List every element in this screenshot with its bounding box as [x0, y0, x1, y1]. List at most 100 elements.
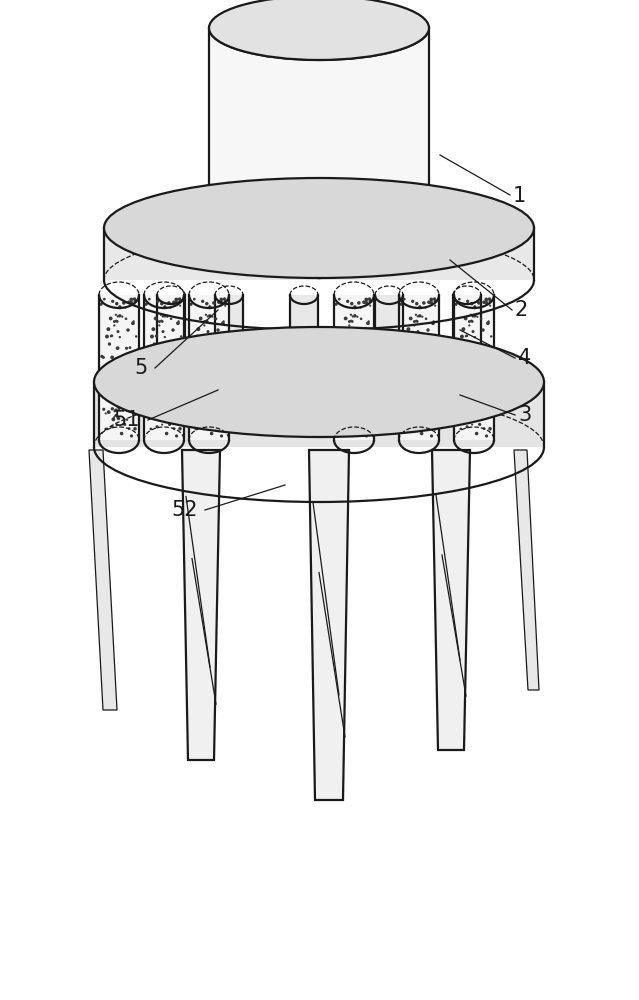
- Point: [196, 328, 206, 344]
- Point: [202, 296, 212, 312]
- Point: [334, 291, 344, 307]
- Point: [216, 295, 226, 311]
- Point: [111, 313, 121, 329]
- Point: [153, 411, 164, 427]
- Point: [463, 411, 473, 427]
- Point: [348, 410, 358, 426]
- Point: [146, 375, 156, 391]
- Point: [118, 354, 128, 370]
- Point: [481, 291, 491, 307]
- Point: [467, 396, 477, 412]
- Point: [341, 310, 351, 326]
- Point: [462, 419, 472, 435]
- Point: [486, 372, 496, 388]
- Point: [115, 329, 125, 345]
- Point: [357, 412, 367, 428]
- Text: 52: 52: [171, 500, 198, 520]
- Point: [403, 382, 413, 398]
- Point: [364, 313, 374, 329]
- Point: [157, 351, 167, 367]
- Point: [420, 416, 430, 432]
- Point: [411, 408, 421, 424]
- Point: [477, 397, 488, 413]
- Point: [154, 317, 164, 333]
- Point: [162, 426, 172, 442]
- Ellipse shape: [459, 224, 489, 242]
- Point: [412, 313, 422, 329]
- Point: [169, 294, 179, 310]
- Point: [422, 412, 432, 428]
- Point: [428, 315, 438, 331]
- Point: [194, 336, 204, 352]
- Ellipse shape: [159, 209, 189, 227]
- Point: [109, 317, 119, 333]
- Point: [347, 314, 357, 330]
- Point: [211, 311, 221, 327]
- Point: [107, 349, 117, 365]
- Ellipse shape: [209, 0, 429, 60]
- Point: [199, 412, 209, 428]
- Point: [404, 404, 414, 420]
- Point: [98, 387, 108, 403]
- Point: [358, 294, 369, 310]
- Point: [359, 348, 369, 364]
- Point: [206, 426, 217, 442]
- Point: [160, 374, 171, 390]
- Point: [459, 365, 470, 381]
- Point: [332, 348, 342, 364]
- Point: [160, 300, 170, 316]
- Point: [355, 363, 366, 379]
- Point: [429, 391, 439, 407]
- Point: [355, 382, 366, 398]
- Point: [167, 412, 177, 428]
- Point: [214, 421, 224, 437]
- Point: [107, 293, 118, 309]
- Point: [213, 322, 223, 338]
- Point: [123, 397, 133, 413]
- Point: [421, 311, 431, 327]
- Point: [219, 291, 229, 307]
- Point: [112, 354, 123, 370]
- Point: [204, 308, 215, 324]
- Point: [191, 375, 201, 391]
- Point: [349, 401, 359, 417]
- Point: [210, 416, 220, 432]
- Point: [343, 401, 353, 417]
- Point: [401, 421, 411, 437]
- Point: [212, 390, 222, 406]
- Point: [151, 310, 161, 326]
- Point: [339, 336, 350, 352]
- Point: [160, 308, 170, 324]
- Point: [119, 416, 130, 432]
- Point: [166, 311, 176, 327]
- Point: [472, 309, 482, 325]
- Point: [106, 328, 116, 344]
- Point: [346, 313, 357, 329]
- Point: [203, 308, 213, 324]
- Polygon shape: [399, 295, 439, 440]
- Point: [335, 421, 346, 437]
- Point: [343, 411, 353, 427]
- Point: [338, 321, 348, 337]
- Point: [210, 300, 220, 316]
- Point: [190, 405, 201, 421]
- Point: [124, 294, 134, 310]
- Polygon shape: [215, 295, 243, 395]
- Point: [174, 313, 184, 329]
- Point: [169, 421, 179, 437]
- Point: [465, 403, 475, 419]
- Point: [165, 416, 175, 432]
- Point: [128, 391, 139, 407]
- Point: [431, 372, 441, 388]
- Point: [99, 291, 109, 307]
- Point: [470, 300, 480, 316]
- Point: [415, 308, 425, 324]
- Point: [479, 383, 489, 399]
- Point: [401, 405, 411, 421]
- Point: [144, 291, 155, 307]
- Point: [473, 295, 484, 311]
- Point: [472, 426, 482, 442]
- Point: [199, 317, 210, 333]
- Point: [426, 291, 436, 307]
- Point: [346, 408, 356, 424]
